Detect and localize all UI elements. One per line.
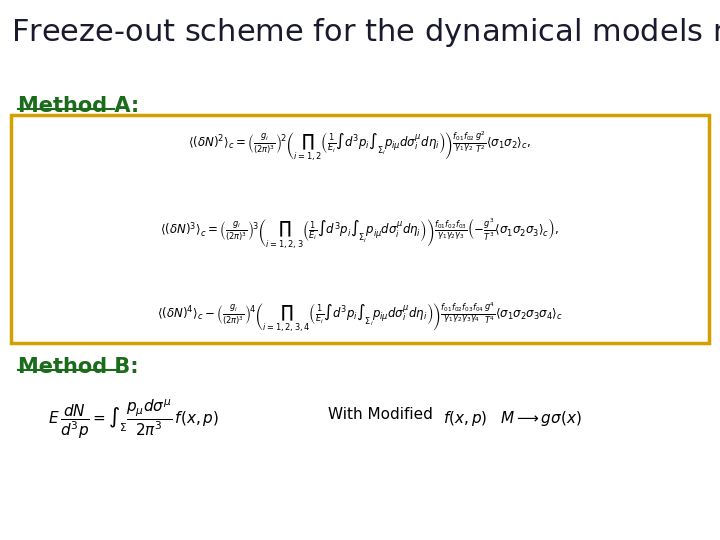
- Text: $\left\langle (\delta N)^3 \right\rangle_c = \left( \frac{g_i}{(2\pi)^3} \right): $\left\langle (\delta N)^3 \right\rangle…: [161, 216, 559, 251]
- Text: $f(x,p)$: $f(x,p)$: [443, 409, 487, 428]
- Text: Method B:: Method B:: [18, 357, 139, 377]
- Text: Freeze-out scheme for the dynamical models near T$_\mathrm{cr}$: Freeze-out scheme for the dynamical mode…: [11, 16, 720, 49]
- FancyBboxPatch shape: [11, 114, 709, 343]
- Text: With Modified: With Modified: [328, 407, 433, 422]
- Text: $\left\langle (\delta N)^4 \right\rangle_c - \left( \frac{g_i}{(2\pi)^3} \right): $\left\langle (\delta N)^4 \right\rangle…: [157, 300, 563, 334]
- Text: $M \longrightarrow g\sigma(x)$: $M \longrightarrow g\sigma(x)$: [500, 409, 582, 428]
- Text: $E\,\dfrac{dN}{d^3p} = \int_{\Sigma} \dfrac{p_\mu d\sigma^\mu}{2\pi^3}\, f(x,p)$: $E\,\dfrac{dN}{d^3p} = \int_{\Sigma} \df…: [48, 397, 219, 441]
- Text: $\left\langle (\delta N)^2 \right\rangle_c = \left( \frac{g_i}{(2\pi)^3} \right): $\left\langle (\delta N)^2 \right\rangle…: [189, 129, 531, 163]
- Text: Method A:: Method A:: [18, 96, 139, 116]
